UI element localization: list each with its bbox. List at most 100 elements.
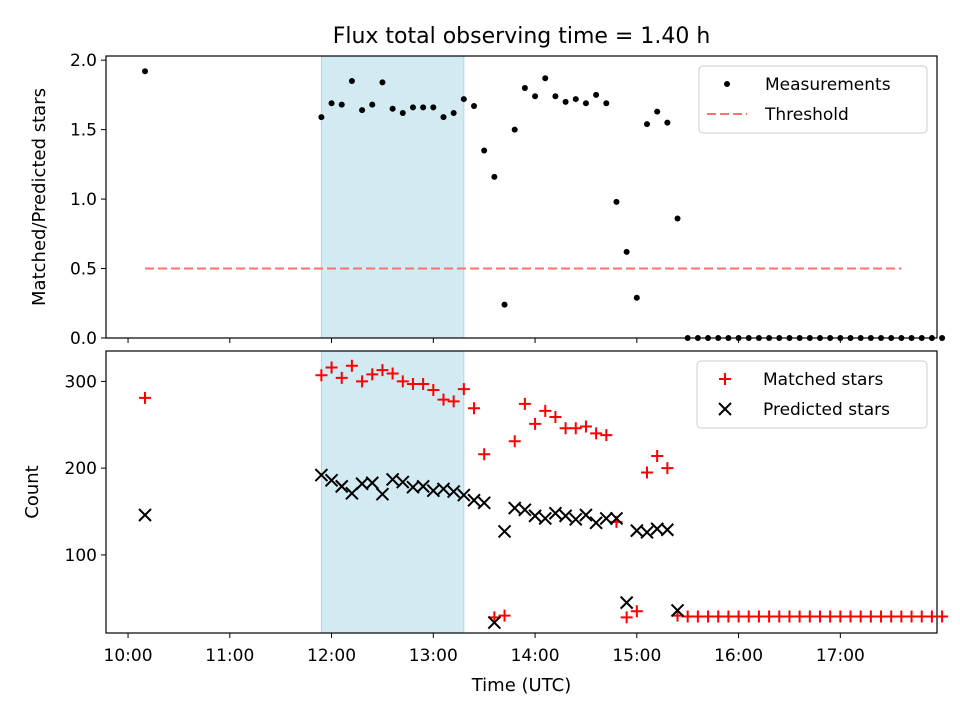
data-point [898,335,905,341]
data-point [457,383,470,396]
y-tick-label: 0.5 [70,260,97,280]
x-tick-label: 10:00 [104,646,153,666]
data-point [847,335,854,341]
data-point [521,84,528,91]
data-point [590,427,603,440]
data-point [379,79,386,86]
data-point [569,422,582,435]
data-point [446,484,461,499]
data-point [885,610,898,623]
data-point [375,487,390,501]
data-point [857,335,864,341]
data-point [712,610,725,623]
data-point [633,294,640,301]
data-point [837,335,844,341]
data-point [324,473,339,487]
data-point [427,384,440,397]
y-tick-label: 2.0 [70,51,97,71]
data-point [651,449,664,462]
data-point [888,335,895,341]
data-point [691,610,704,623]
data-point [875,610,888,623]
data-point [542,75,549,82]
data-point [905,610,918,623]
axes-frame [105,350,938,634]
x-tick-label: 12:00 [307,646,356,666]
data-point [559,422,572,435]
data-point [600,429,613,442]
data-point [732,610,745,623]
top-panel-ratio: 0.0 0.5 1.0 1.5 2.0 Matched/Predicted stars Me… [29,51,946,349]
shaded-observing-window [320,55,465,339]
bottom-panel-counts: 100 200 300 10:00 11:00 12:00 13:00 14:00 15:00 1… [22,350,949,666]
data-point [447,395,460,408]
data-point [335,479,349,494]
legend-box [696,360,928,429]
data-point [528,509,542,523]
data-point [558,509,573,523]
data-point [518,503,532,517]
y-tick-label: 200 [65,459,97,479]
data-point [511,126,518,133]
data-point [603,100,610,107]
data-point [674,215,681,222]
data-point [681,610,694,623]
data-point [376,364,389,377]
data-point [654,108,661,115]
legend-marker-plus [719,373,731,385]
data-point [824,610,837,623]
data-point [705,335,712,341]
data-point [715,335,722,341]
data-point [460,96,467,103]
legend-box [698,65,928,134]
data-point [406,377,419,390]
data-point [389,105,396,112]
y-tick-label: 100 [65,546,97,566]
data-point [827,335,834,341]
data-point [532,93,539,100]
data-point [487,615,502,630]
data-point [138,508,152,522]
data-point [816,335,823,341]
data-point [467,493,481,507]
data-point [539,404,552,417]
data-point [806,335,813,341]
data-point [518,397,531,410]
data-point [613,198,620,205]
data-point [416,479,430,494]
series-matched-stars [139,359,949,624]
data-point [437,393,450,406]
data-point [936,610,949,623]
y-tick-label: 300 [65,372,97,392]
data-point [813,610,826,623]
data-point [589,516,603,530]
data-point [436,482,451,496]
y-tick-label: 0.0 [70,329,97,349]
data-point [915,610,928,623]
data-point [630,605,643,618]
data-point [471,103,478,110]
x-tick-label: 13:00 [409,646,458,666]
data-point [593,91,600,98]
legend-marker-x [718,402,732,416]
data-point [864,610,877,623]
data-point [457,488,471,502]
data-point [501,301,508,308]
data-point [538,511,552,526]
series-measurements [142,68,946,341]
data-point [477,496,491,510]
data-point [582,100,589,107]
data-point [417,377,430,390]
data-point [562,98,569,105]
data-point [928,335,935,341]
data-point [844,610,857,623]
data-point [755,335,762,341]
axes-frame [105,55,938,339]
data-point [783,610,796,623]
data-point [640,525,654,540]
data-point [396,375,409,388]
data-point [609,511,624,526]
data-point [498,609,511,622]
data-point [365,476,379,490]
